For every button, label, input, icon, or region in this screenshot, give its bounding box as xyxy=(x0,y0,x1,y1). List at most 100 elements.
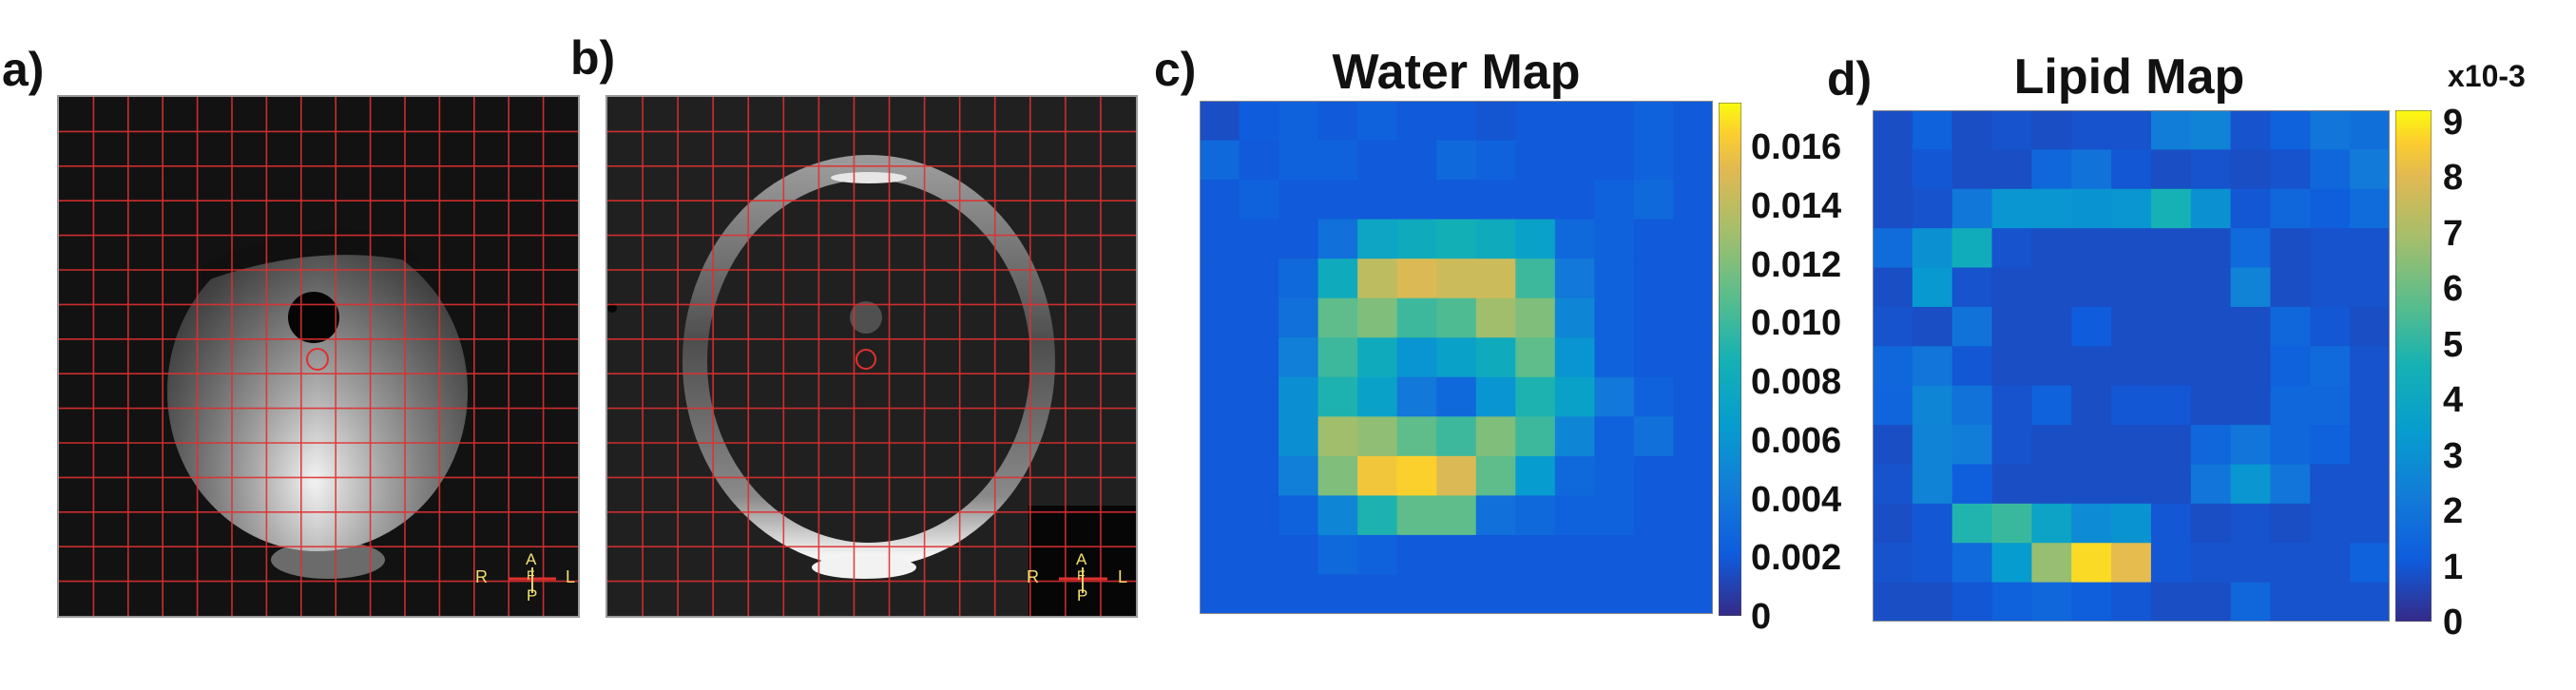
water-map-cell xyxy=(1317,337,1358,378)
lipid-map-cell xyxy=(1951,110,1993,150)
lipid-map-cell xyxy=(2270,503,2311,544)
water-map-cell xyxy=(1239,259,1279,299)
lipid-map-cell xyxy=(2031,385,2072,426)
water-map-cell xyxy=(1554,259,1595,299)
lipid-map-cell xyxy=(2310,110,2351,150)
water-map-cell xyxy=(1475,495,1516,536)
water-map-cell xyxy=(1436,140,1477,181)
lipid-map-cell xyxy=(2270,385,2311,426)
lipid-colorbar-tick-label: 1 xyxy=(2443,546,2464,587)
lipid-map-cell xyxy=(2270,346,2311,387)
lipid-map-cell xyxy=(2150,149,2192,190)
lipid-map-cell xyxy=(2190,582,2232,622)
lipid-map-cell xyxy=(1951,543,1993,584)
lipid-map-cell xyxy=(2190,425,2232,466)
lipid-colorbar-exponent: x10-3 xyxy=(2448,59,2526,93)
water-map-cell xyxy=(1515,534,1556,576)
orient-a-top: A xyxy=(526,550,537,568)
water-map-cell xyxy=(1475,337,1516,378)
lipid-map-cell xyxy=(2350,228,2390,269)
orient-a-right: L xyxy=(566,567,576,586)
lipid-colorbar-tick-label: 0 xyxy=(2443,603,2464,642)
lipid-map-cell xyxy=(2111,228,2152,269)
lipid-map-cell xyxy=(1951,267,1993,308)
lipid-map-cell xyxy=(2150,228,2192,269)
lipid-map-cell xyxy=(1991,267,2032,308)
lipid-map-cell xyxy=(2310,543,2351,584)
water-map-cell xyxy=(1278,455,1319,496)
lipid-map-cell xyxy=(2031,582,2072,622)
lipid-map-cell xyxy=(2071,385,2112,426)
water-map-cell xyxy=(1357,495,1398,536)
lipid-map-cell xyxy=(1991,188,2032,229)
lipid-map-cell xyxy=(2071,110,2112,150)
lipid-map-cell xyxy=(2111,306,2152,347)
lipid-map-cell xyxy=(1873,110,1913,150)
water-map-cell xyxy=(1554,140,1595,181)
lipid-map-cell xyxy=(2031,464,2072,505)
water-map-cell xyxy=(1317,180,1358,220)
water-map-cell xyxy=(1594,259,1635,299)
water-map-cell xyxy=(1436,495,1477,536)
water-map-cell xyxy=(1239,101,1279,142)
water-map-cell xyxy=(1633,337,1675,378)
water-colorbar-tick-label: 0 xyxy=(1751,597,1772,637)
water-map-cell xyxy=(1396,495,1437,536)
lipid-map-cell xyxy=(2230,582,2272,622)
lipid-map-cell xyxy=(2111,346,2152,387)
water-map-cell xyxy=(1317,534,1358,576)
lipid-map-cell xyxy=(2190,306,2232,347)
water-map-cell xyxy=(1200,455,1240,496)
lipid-map-cell xyxy=(2190,346,2232,387)
water-map-cell xyxy=(1278,337,1319,378)
water-map-cell xyxy=(1278,259,1319,299)
lipid-map-cell xyxy=(2031,228,2072,269)
orient-b-right: L xyxy=(1118,567,1128,586)
water-map-cell xyxy=(1673,337,1713,378)
water-map-heatmap xyxy=(1200,101,1713,614)
lipid-map-cell xyxy=(2230,464,2272,505)
lipid-map-cell xyxy=(1991,425,2032,466)
lipid-map-cell xyxy=(1912,464,1953,505)
lipid-map-cell xyxy=(2310,267,2351,308)
lipid-map-cell xyxy=(2310,425,2351,466)
water-map-cell xyxy=(1515,574,1556,614)
water-map-cell xyxy=(1278,495,1319,536)
orientation-marker-b xyxy=(1059,567,1107,593)
water-map-cell xyxy=(1554,297,1595,338)
water-map-cell xyxy=(1673,297,1713,338)
water-map-cell xyxy=(1317,297,1358,338)
lipid-map-cell xyxy=(1912,425,1953,466)
lipid-map-cell xyxy=(2071,543,2112,584)
lipid-map-cell xyxy=(2071,425,2112,466)
lipid-map-cell xyxy=(2031,346,2072,387)
water-map-cell xyxy=(1317,219,1358,259)
lipid-map-cell xyxy=(2350,110,2390,150)
lipid-map-cell xyxy=(2031,149,2072,190)
grid-overlay-a xyxy=(59,97,578,616)
panel-d-label: d) xyxy=(1827,52,1873,105)
water-map-cell xyxy=(1673,140,1713,181)
water-map-cell xyxy=(1200,376,1240,417)
lipid-map-cell xyxy=(2190,228,2232,269)
orient-b-bottom: P xyxy=(1077,586,1088,604)
water-map-cell xyxy=(1554,495,1595,536)
water-map-cell xyxy=(1239,376,1279,417)
lipid-map-cell xyxy=(1951,228,1993,269)
water-map-cell xyxy=(1278,534,1319,576)
water-map-cell xyxy=(1633,574,1675,614)
water-map-cell xyxy=(1317,376,1358,417)
lipid-map-cell xyxy=(2071,188,2112,229)
lipid-map-cell xyxy=(2071,582,2112,622)
water-map-cell xyxy=(1475,219,1516,259)
lipid-map-cell xyxy=(2270,110,2311,150)
lipid-map-cell xyxy=(2150,267,2192,308)
lipid-map-cell xyxy=(2190,543,2232,584)
water-map-cell xyxy=(1554,455,1595,496)
water-map-cell xyxy=(1475,376,1516,417)
water-map-cell xyxy=(1239,534,1279,576)
lipid-map-cell xyxy=(2230,425,2272,466)
lipid-map-cell xyxy=(1912,503,1953,544)
water-map-cell xyxy=(1594,534,1635,576)
lipid-map-cell xyxy=(2350,346,2390,387)
